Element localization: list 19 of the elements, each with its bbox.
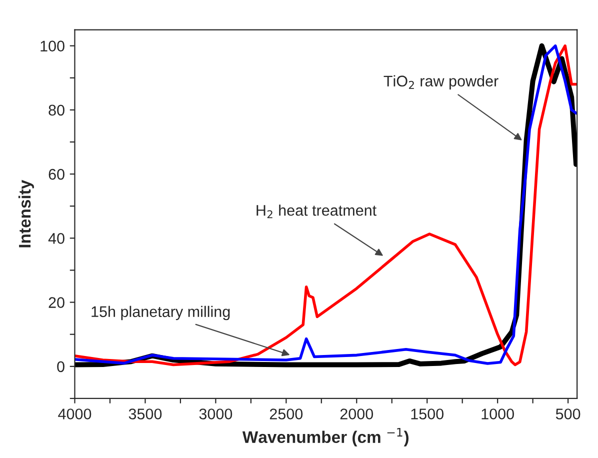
- x-axis-title: Wavenumber (cm $^{−1}$): [242, 428, 408, 446]
- x-tick-label: 4000: [58, 408, 92, 420]
- x-tick-label: 1500: [411, 408, 444, 420]
- x-tick-label: 1000: [482, 408, 514, 420]
- x-tick-label: 2000: [340, 408, 374, 420]
- x-tick-label: 3500: [128, 408, 162, 420]
- annotation: TiO$_{2}$ raw powder: [384, 75, 498, 90]
- y-tick-label: 100: [40, 40, 64, 52]
- y-tick-label: 40: [48, 233, 64, 244]
- y-tick-label: 60: [48, 168, 64, 180]
- x-tick-label: 2500: [270, 408, 303, 420]
- annotation: H$_{2}$ heat treatment: [256, 204, 376, 218]
- x-tick-label: 3000: [199, 408, 232, 420]
- annotation: 15h planetary milling: [92, 306, 230, 320]
- y-tick-label: 0: [57, 361, 64, 372]
- y-tick-label: 80: [48, 104, 64, 116]
- y-tick-label: 20: [48, 297, 64, 308]
- y-axis-title: Intensity: [18, 180, 34, 248]
- x-tick-label: 500: [556, 408, 580, 420]
